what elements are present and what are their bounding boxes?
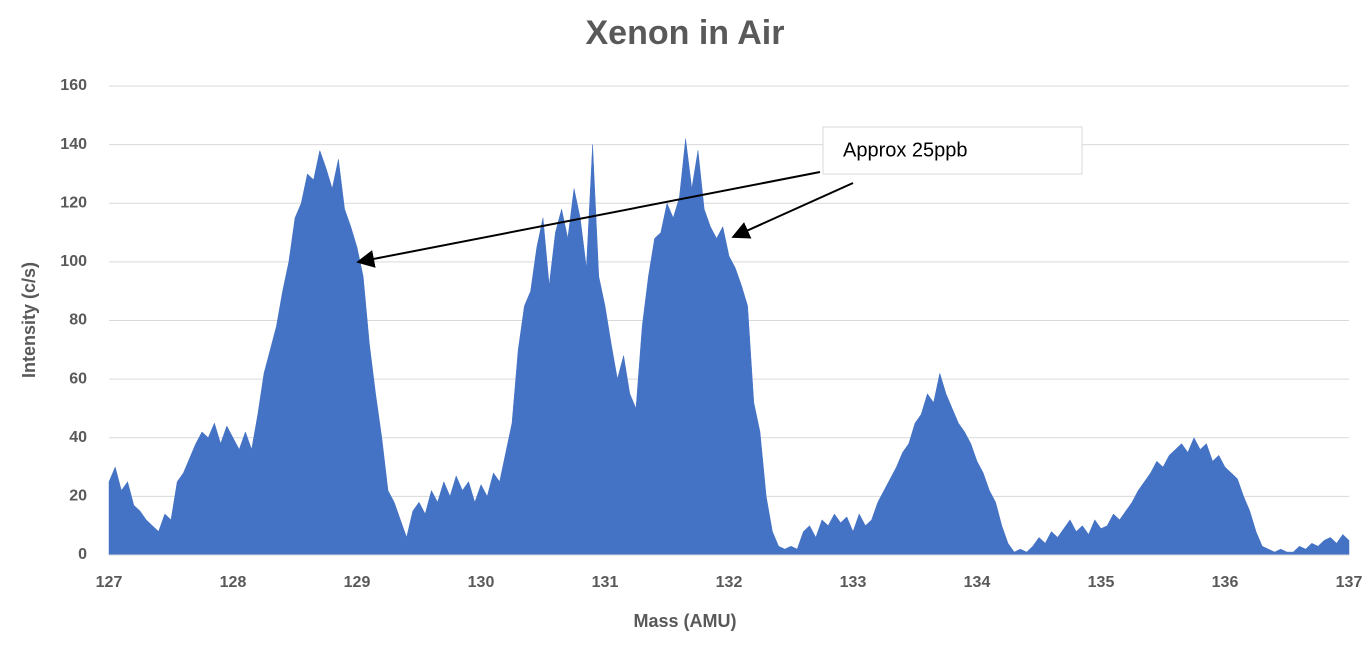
- x-axis-label: Mass (AMU): [633, 611, 736, 631]
- x-tick-label: 129: [344, 574, 371, 591]
- y-tick-label: 140: [60, 136, 87, 153]
- area: [108, 138, 1350, 556]
- y-tick-label: 20: [69, 488, 87, 505]
- y-tick-label: 80: [69, 312, 87, 329]
- x-tick-label: 137: [1336, 574, 1363, 591]
- arrow: [356, 171, 821, 268]
- x-tick-label: 131: [592, 574, 619, 591]
- y-tick-label: 0: [78, 546, 87, 563]
- chart-title: Xenon in Air: [586, 14, 785, 52]
- x-tick-label: 132: [716, 574, 743, 591]
- y-tick-label: 100: [60, 253, 87, 270]
- x-tick-label: 127: [96, 574, 123, 591]
- x-tick-label: 128: [220, 574, 247, 591]
- x-tick-label: 133: [840, 574, 867, 591]
- y-axis-label: Intensity (c/s): [19, 262, 39, 378]
- plot: [108, 138, 1350, 556]
- y-tick-label: 160: [60, 77, 87, 94]
- annotation-box: [822, 126, 1083, 175]
- x-tick-label: 130: [468, 574, 495, 591]
- y-tick-label: 60: [69, 370, 87, 387]
- x-tick-label: 136: [1212, 574, 1239, 591]
- x-tick-label: 135: [1088, 574, 1115, 591]
- arrow: [731, 182, 854, 239]
- y-tick-label: 40: [69, 429, 87, 446]
- y-tick-label: 120: [60, 194, 87, 211]
- annotation: Approx 25ppb: [843, 139, 968, 161]
- x-tick-label: 134: [964, 574, 991, 591]
